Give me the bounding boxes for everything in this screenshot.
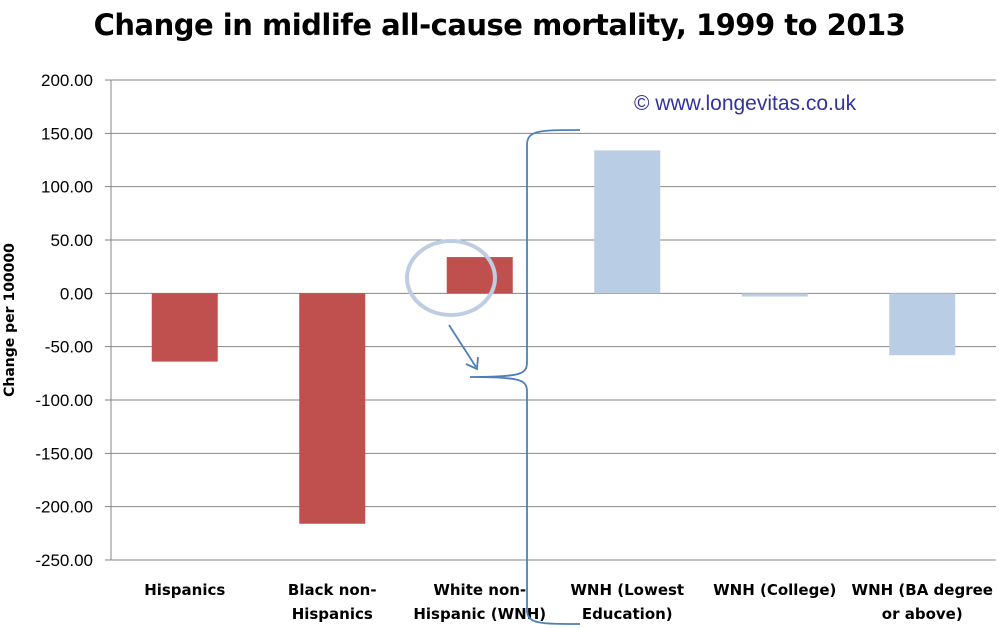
bar [889,293,956,356]
y-tick-labels: 200.00 150.00 100.00 50.00 0.00 -50.00 -100.00… [35,71,93,570]
highlight-circle [405,239,497,317]
y-tick-label: 50.00 [50,231,93,250]
category-label: Black non- [288,581,377,599]
category-label: WNH (Lowest [570,581,684,599]
category-label: Hispanics [144,581,225,599]
y-tick-label: -250.00 [35,551,93,570]
category-label: Education) [582,605,673,623]
y-tick-label: 100.00 [41,178,93,197]
category-label: White non- [433,581,526,599]
y-tick-label: -200.00 [35,498,93,517]
annotation-arrow [448,324,477,368]
gridlines [105,79,996,561]
annotation-brace [469,129,581,625]
bar [151,293,218,362]
y-tick-label: -150.00 [35,444,93,463]
y-tick-label: 150.00 [41,124,93,143]
chart-title: Change in midlife all-cause mortality, 1… [93,8,906,42]
category-label: Hispanics [292,605,373,623]
bar [446,257,513,294]
y-tick-label: -100.00 [35,391,93,410]
bars [151,150,956,524]
bar [299,293,366,524]
category-label: or above) [882,605,963,623]
annotation-arrowhead [465,356,479,371]
category-label: WNH (BA degree [852,581,993,599]
y-tick-label: -50.00 [45,338,93,357]
y-axis-label: Change per 100000 [2,243,18,397]
category-label: Hispanic (WNH) [413,605,546,623]
y-tick-label: 0.00 [60,284,93,303]
y-tick-label: 200.00 [41,71,93,90]
bar [594,150,661,294]
watermark-text: © www.longevitas.co.uk [634,92,857,115]
bar [741,293,808,297]
category-labels: Hispanics Black non- Hispanics White non- Hi… [144,581,993,623]
category-label: WNH (College) [713,581,836,599]
